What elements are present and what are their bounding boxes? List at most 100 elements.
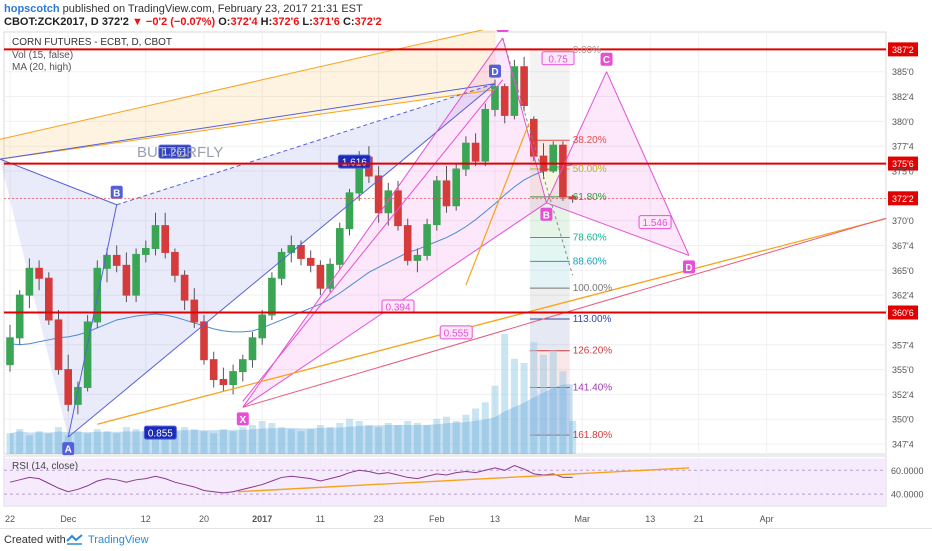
blue-leg	[67, 204, 118, 438]
price-axis-label: 377'4	[892, 142, 914, 152]
blue-leg	[67, 83, 496, 438]
volume-bar	[472, 408, 480, 454]
candle-down	[374, 175, 383, 214]
volume-bar	[384, 422, 392, 454]
pattern-point-marker	[236, 412, 249, 426]
volume-bar	[16, 429, 24, 454]
price-axis-label: 355'0	[892, 365, 914, 375]
volume-bar	[74, 431, 82, 454]
volume-bar	[219, 429, 227, 454]
volume-bar	[336, 422, 344, 454]
main-pane	[3, 31, 887, 455]
moving-average	[9, 164, 573, 346]
volume-bar	[433, 418, 441, 454]
pink-leg	[502, 37, 547, 203]
author-link[interactable]: hopscotch	[4, 3, 60, 15]
candle-down	[394, 190, 402, 227]
pattern-point-label: C	[603, 55, 610, 66]
horizontal-lines[interactable]	[4, 48, 886, 314]
volume-bar	[103, 431, 111, 454]
high-label: H:	[260, 16, 273, 28]
volume-bar	[394, 425, 402, 454]
volume-bar	[113, 433, 121, 454]
time-axis-label: Apr	[760, 514, 774, 524]
candle-up	[481, 108, 490, 162]
volume-bar	[520, 362, 528, 454]
candle-down	[403, 225, 412, 261]
volume-bar	[190, 429, 198, 454]
time-axis-label: Dec	[60, 514, 77, 524]
fib-level-label: 141.40%	[573, 382, 613, 393]
candle-up	[326, 263, 334, 289]
candle-down	[180, 274, 189, 301]
candle-up	[239, 359, 247, 373]
volume-bar	[316, 425, 324, 454]
tradingview-brand[interactable]: TradingView	[88, 534, 149, 546]
pattern-point-marker	[62, 442, 75, 456]
fib-band	[529, 237, 570, 262]
blue-leg	[0, 83, 496, 160]
candle-down	[45, 277, 53, 321]
fib-level-label: 38.20%	[573, 135, 607, 146]
candle-down	[568, 196, 577, 200]
symbol-label: CBOT:ZCK2017, D	[4, 16, 99, 28]
orange-leg	[465, 123, 530, 286]
price-axis-label: 382'4	[892, 92, 914, 102]
time-axis-label: 20	[199, 514, 209, 524]
volume-bar	[181, 427, 189, 454]
price-axis-label: 370'0	[892, 216, 914, 226]
volume-bar	[530, 342, 538, 454]
candle-down	[122, 264, 131, 296]
chart-header: hopscotch published on TradingView.com, …	[0, 0, 932, 30]
candle-up	[277, 251, 286, 279]
volume-bar	[278, 427, 286, 454]
candlesticks	[6, 56, 577, 415]
blue-triangle-xab	[0, 159, 117, 438]
open-label: O:	[218, 16, 231, 28]
last-price: 372'2	[101, 16, 129, 28]
low-value: 371'6	[312, 16, 340, 28]
price-axis-label: 357'4	[892, 340, 914, 350]
quote-line: CBOT:ZCK2017, D 372'2 ▼ −0'2 (−0.07%) O:…	[4, 16, 382, 28]
rsi-axis-label: 60.0000	[891, 466, 924, 476]
candle-down	[190, 299, 199, 323]
publisher-line: hopscotch published on TradingView.com, …	[4, 3, 363, 15]
volume-bar	[510, 358, 518, 454]
blue-leg	[0, 158, 117, 206]
price-axis-label: 362'4	[892, 291, 914, 301]
candle-down	[530, 118, 538, 157]
candle-up	[93, 267, 102, 323]
volume-bar	[161, 429, 169, 454]
candle-up	[549, 144, 558, 172]
pattern-point-label: X	[239, 415, 246, 426]
price-chart[interactable]: ABXDABCD1.2611.6160.8550.3940.5550.751.5…	[0, 30, 932, 528]
rsi-indicator: 60.0000 40.0000	[4, 458, 924, 506]
projection-dashed	[502, 37, 574, 276]
fib-level-label: 113.00%	[573, 314, 612, 325]
candle-down	[559, 144, 567, 198]
candle-up	[413, 254, 422, 261]
time-axis-label: 12	[141, 514, 151, 524]
time-axis-label: 22	[5, 514, 15, 524]
time-axis[interactable]: 22 Dec 12 20 2017 11 23 Feb 13 Mar 13 21 Apr	[5, 514, 774, 524]
orange-channel-fill	[0, 30, 495, 160]
volume-bar	[200, 431, 208, 454]
volume-bar	[171, 431, 179, 454]
pattern-point-label: A	[499, 30, 506, 32]
time-axis-label: 11	[316, 514, 325, 524]
low-label: L:	[302, 16, 313, 28]
candle-up	[25, 267, 34, 296]
pink-leg	[242, 37, 504, 408]
ratio-label-box	[638, 215, 672, 230]
time-axis-label: 2017	[252, 514, 272, 524]
harmonic-patterns: ABXDABCD1.2611.6160.8550.3940.5550.751.5…	[0, 30, 887, 456]
candle-down	[112, 254, 121, 266]
volume-bar	[491, 385, 499, 454]
volume-bar	[84, 433, 92, 454]
candle-up	[103, 254, 111, 269]
candle-down	[54, 319, 63, 371]
candle-up	[452, 168, 460, 207]
fib-level-label: 61.80%	[573, 192, 607, 203]
rsi-trendline	[237, 467, 690, 493]
